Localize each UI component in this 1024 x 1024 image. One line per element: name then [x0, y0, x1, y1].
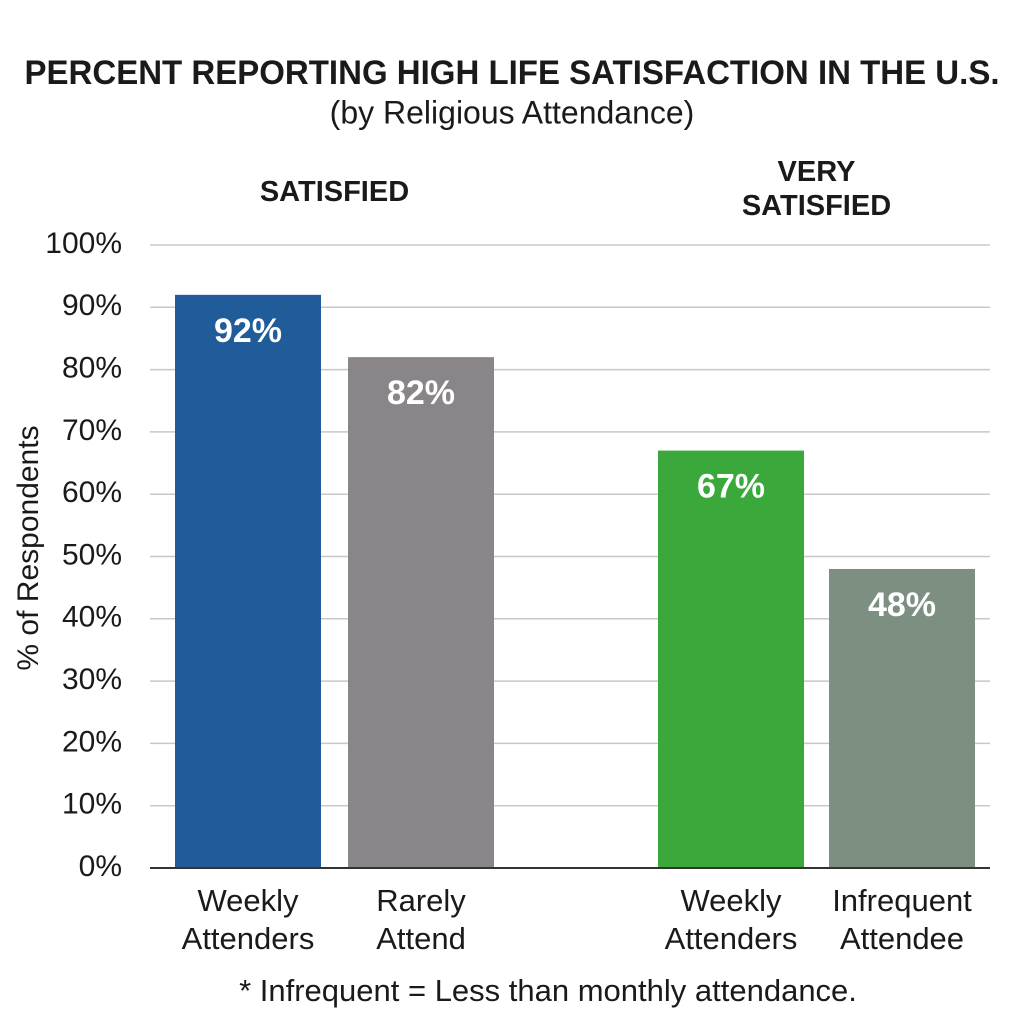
bar — [658, 450, 804, 868]
y-tick-label: 30% — [62, 663, 122, 696]
x-tick-label: Weekly Attenders — [664, 883, 798, 956]
footnote: * Infrequent = Less than monthly attenda… — [239, 973, 857, 1008]
chart-subtitle: (by Religious Attendance) — [330, 94, 695, 130]
value-label: 48% — [868, 586, 936, 624]
bar — [348, 357, 494, 868]
group-label: VERY SATISFIED — [741, 156, 892, 222]
bar — [175, 294, 321, 869]
y-tick-label: 100% — [45, 227, 122, 260]
y-tick-label: 0% — [79, 850, 122, 883]
y-tick-label: 80% — [62, 352, 122, 385]
y-tick-label: 20% — [62, 725, 122, 758]
chart-title: PERCENT REPORTING HIGH LIFE SATISFACTION… — [25, 54, 1000, 92]
x-tick-label: Rarely Attend — [376, 883, 466, 956]
y-tick-label: 40% — [62, 601, 122, 634]
value-label: 92% — [214, 312, 282, 350]
bar — [829, 568, 975, 868]
y-axis-label: % of Respondents — [12, 425, 45, 670]
y-tick-label: 60% — [62, 476, 122, 509]
y-tick-label: 90% — [62, 289, 122, 322]
x-tick-label: Weekly Attenders — [181, 883, 315, 956]
x-tick-label: Infrequent Attendee — [832, 883, 972, 956]
y-tick-label: 70% — [62, 414, 122, 447]
y-tick-label: 50% — [62, 538, 122, 571]
group-label: SATISFIED — [259, 176, 410, 208]
y-tick-label: 10% — [62, 788, 122, 821]
value-label: 82% — [387, 374, 455, 412]
value-label: 67% — [697, 468, 765, 506]
